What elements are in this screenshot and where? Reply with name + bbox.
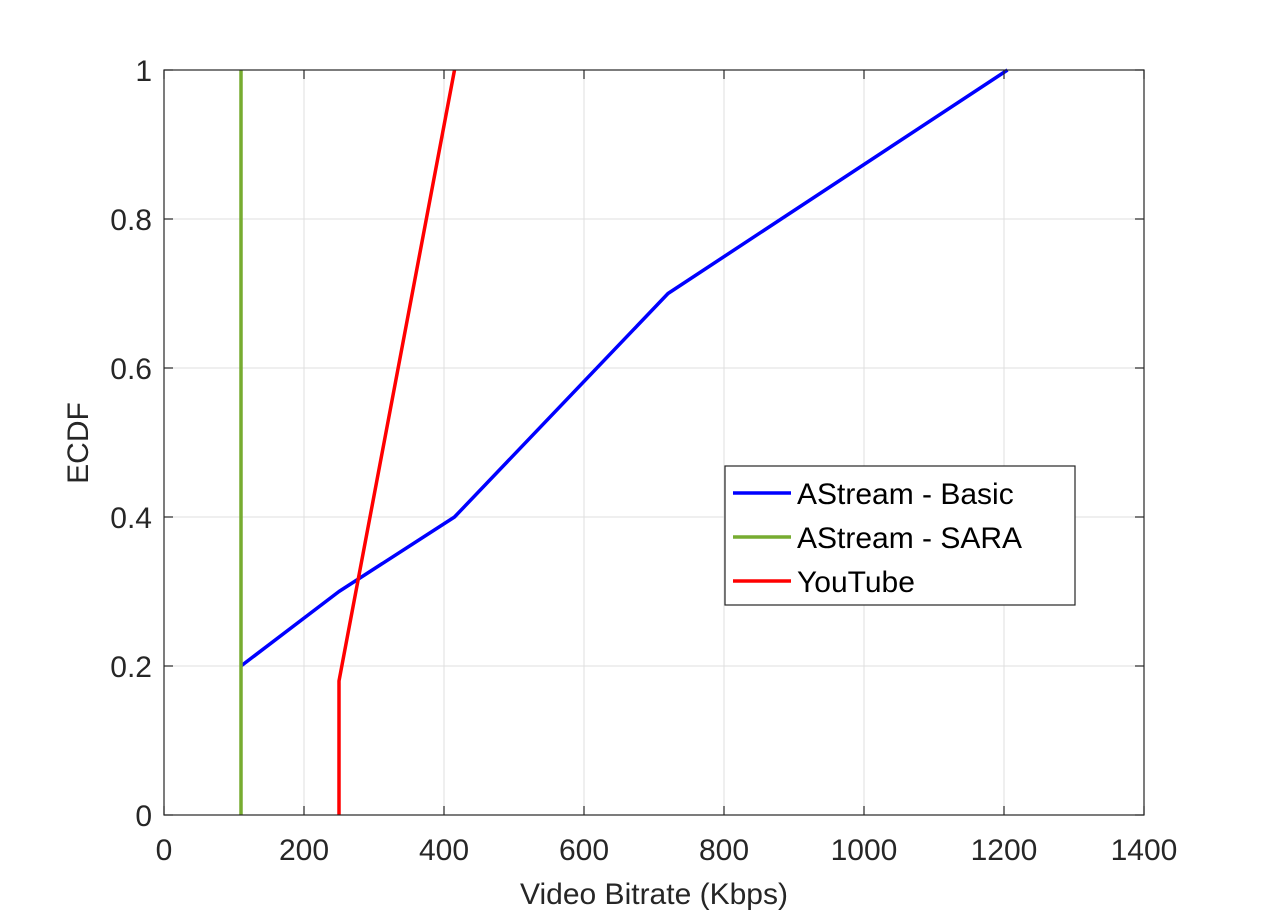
legend: AStream - Basic AStream - SARA YouTube [724,465,1076,606]
x-tick-label: 400 [419,834,469,867]
y-axis-label: ECDF [62,402,95,484]
x-tick-label: 0 [156,834,173,867]
x-tick-label: 200 [279,834,329,867]
x-tick-label: 1200 [971,834,1038,867]
legend-label-astream-sara: AStream - SARA [797,522,1022,555]
plot-frame [163,69,1145,816]
plot-series [239,68,1009,815]
grid [163,69,1145,816]
legend-label-youtube: YouTube [797,566,915,599]
legend-label-astream-basic: AStream - Basic [797,478,1014,511]
x-tick-label: 1000 [831,834,898,867]
axis-ticks: 0 200 400 600 800 1000 1200 1400 0 0.2 0.4 0.6 0.8 1 [110,55,1177,867]
series-line-youtube [337,69,457,815]
x-tick-label: 800 [699,834,749,867]
y-tick-label: 0 [135,800,152,833]
y-tick-label: 1 [135,55,152,88]
y-tick-label: 0.2 [110,651,152,684]
x-tick-label: 1400 [1111,834,1178,867]
x-tick-label: 600 [559,834,609,867]
y-tick-label: 0.4 [110,502,152,535]
series-line-astream-basic [239,68,1009,668]
y-tick-label: 0.8 [110,204,152,237]
y-tick-label: 0.6 [110,353,152,386]
x-axis-label: Video Bitrate (Kbps) [520,878,788,911]
